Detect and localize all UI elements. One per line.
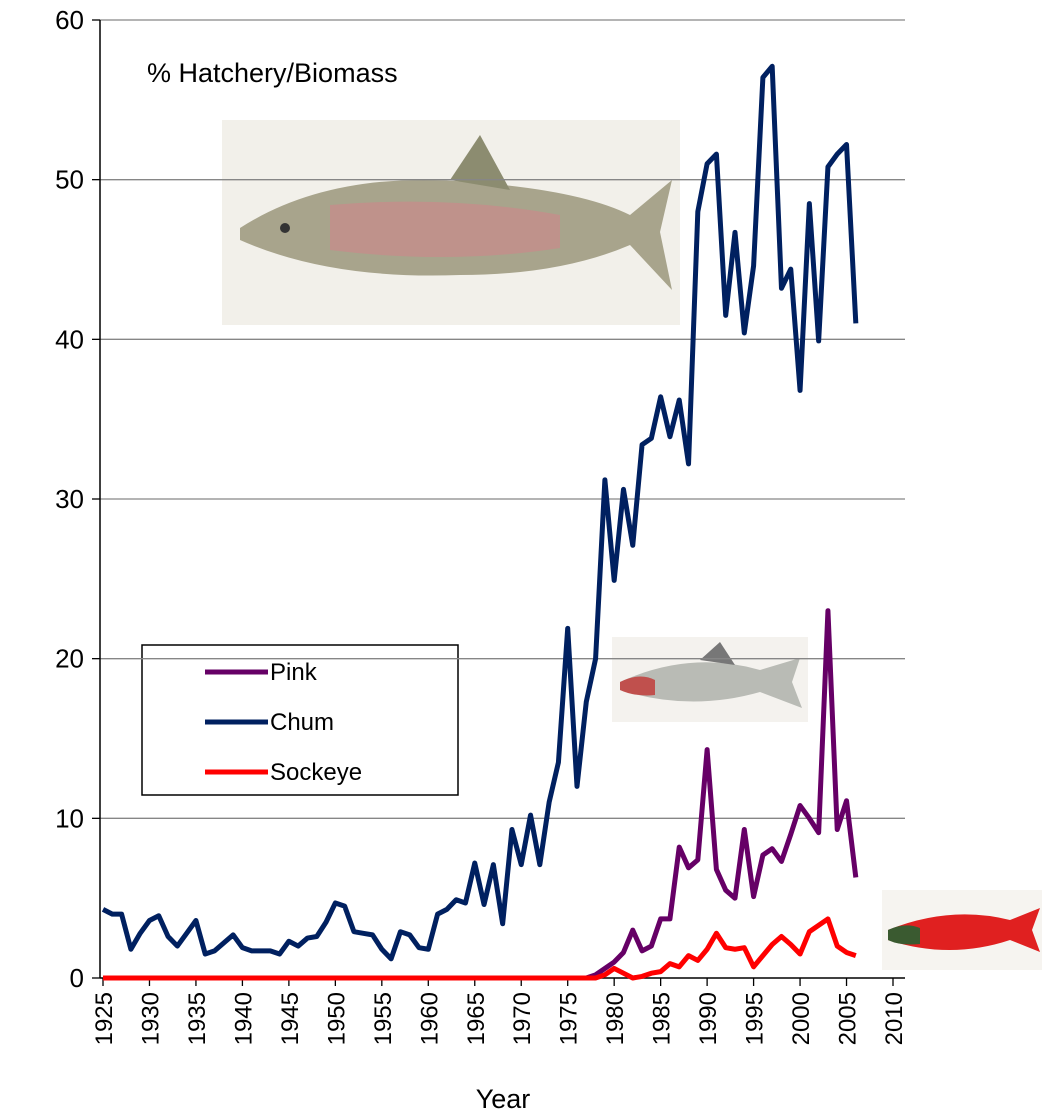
x-tick-label: 1970 (509, 992, 536, 1045)
x-tick-label: 1950 (323, 992, 350, 1045)
y-tick-label: 30 (55, 484, 84, 514)
x-tick-label: 1990 (695, 992, 722, 1045)
x-tick-label: 1975 (556, 992, 583, 1045)
x-tick-label: 1935 (184, 992, 211, 1045)
legend-label: Chum (270, 709, 334, 736)
x-tick-label: 1940 (230, 992, 257, 1045)
x-tick-label: 2005 (835, 992, 862, 1045)
legend (141, 644, 459, 796)
x-tick-label: 1960 (416, 992, 443, 1045)
x-tick-label: 2000 (788, 992, 815, 1045)
x-tick-label: 1980 (602, 992, 629, 1045)
legend-label: Sockeye (270, 759, 362, 786)
pink-fish-image (612, 637, 808, 722)
y-tick-label: 0 (70, 963, 84, 993)
y-tick-label: 20 (55, 644, 84, 674)
y-tick-label: 60 (55, 5, 84, 35)
y-tick-label: 10 (55, 803, 84, 833)
plot-area: 0 10 20 30 40 50 60 1925 1930 1935 1940 1945 1950 195… (55, 5, 908, 1045)
x-tick-label: 1995 (742, 992, 769, 1045)
x-axis-label: Year (476, 1084, 531, 1114)
chum-fish-image (222, 120, 680, 325)
x-tick-label: 1930 (137, 992, 164, 1045)
legend-label: Pink (270, 659, 318, 686)
series-line (101, 63, 859, 962)
series-line (103, 916, 857, 981)
y-tick-label: 40 (55, 324, 84, 354)
x-tick-label: 1925 (91, 992, 118, 1045)
x-tick-label: 1945 (277, 992, 304, 1045)
y-tick-label: 50 (55, 165, 84, 195)
annotation: % Hatchery/Biomass (147, 58, 398, 88)
sockeye-fish-image (882, 890, 1042, 970)
x-tick-label: 1985 (649, 992, 676, 1045)
x-tick-label: 1965 (463, 992, 490, 1045)
x-tick-label: 2010 (881, 992, 908, 1045)
x-tick-label: 1955 (370, 992, 397, 1045)
